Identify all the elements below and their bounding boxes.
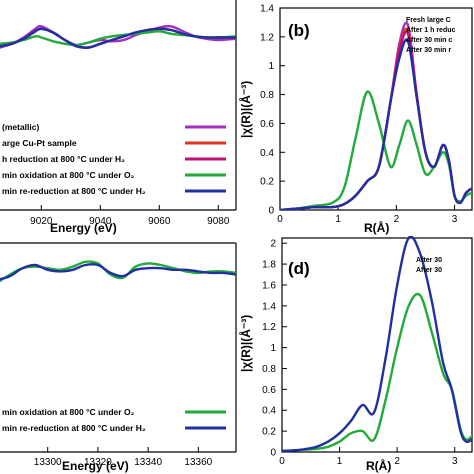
panel-a-series-line xyxy=(0,27,236,49)
panel-b-legend-label: After 30 min c xyxy=(406,37,452,44)
panel-b-y-tick-label: 0.4 xyxy=(260,148,274,159)
panel-d: 0 1 2 3 0 0.2 0.4 0.6 0.8 1 1.2 1.4 1.6 1.8 2 After 30… xyxy=(238,236,473,473)
panel-d-label: (d) xyxy=(288,259,310,278)
panel-b-y-tick-label: 0.2 xyxy=(260,177,274,188)
panel-d-x-tick-label: 2 xyxy=(394,456,400,467)
panel-b-x-tick-label: 0 xyxy=(277,214,283,225)
panel-d-x-tick-label: 0 xyxy=(279,456,285,467)
panel-a-legend-label: min oxidation at 800 °C under O₂ xyxy=(2,170,135,180)
panel-c-series-line xyxy=(0,260,236,283)
panel-a-legend-label: (metallic) xyxy=(2,122,39,132)
panel-b-legend-label: Fresh large C xyxy=(406,17,451,24)
panel-a-x-tick-label: 9020 xyxy=(30,216,53,227)
panel-c-legend-label: min re-reduction at 800 °C under H₂ xyxy=(2,423,146,433)
panel-c: 13300 13320 13340 13360 min oxidation at 80… xyxy=(0,242,237,473)
panel-b-legend-label: After 1 h reduc xyxy=(406,27,456,34)
panel-b-series-line xyxy=(280,38,472,210)
panel-b-series-line xyxy=(280,90,472,210)
panel-d-x-label: R(Å) xyxy=(366,458,391,473)
panel-a-x-tick-label: 9060 xyxy=(148,216,171,227)
panel-b-x-tick-label: 3 xyxy=(452,214,458,225)
panel-a-legend-label: arge Cu-Pt sample xyxy=(2,138,77,148)
panel-b-x-tick-label: 2 xyxy=(394,214,400,225)
panel-a-x-tick-label: 9040 xyxy=(89,216,112,227)
panel-c-series-line xyxy=(0,263,236,281)
panel-b-x-tick-label: 1 xyxy=(335,214,341,225)
panel-d-y-tick-label: 0.2 xyxy=(262,427,276,438)
panel-d-y-tick-label: 1.8 xyxy=(262,260,276,271)
panel-b-y-tick-label: 1.4 xyxy=(260,4,274,15)
panel-d-y-tick-label: 1.6 xyxy=(262,280,276,291)
panel-d-y-tick-label: 0.8 xyxy=(262,364,276,375)
panel-d-frame xyxy=(281,237,473,453)
panel-b-frame xyxy=(279,7,473,211)
panel-b-y-tick-label: 0.8 xyxy=(260,90,274,101)
panel-b-y-tick-label: 1 xyxy=(268,61,274,72)
panel-b-y-tick-label: 1.2 xyxy=(260,32,274,43)
panel-b: 0 1 2 3 0 0.2 0.4 0.6 0.8 1 1.2 1.4 Fresh large C Af… xyxy=(238,4,473,235)
panel-d-y-tick-label: 0.4 xyxy=(262,406,276,417)
panel-d-series-line xyxy=(282,236,472,452)
panel-b-label: (b) xyxy=(288,21,310,40)
panel-c-x-tick-label: 13300 xyxy=(34,457,62,468)
panel-a-legend-label: min re-reduction at 800 °C under H₂ xyxy=(2,186,146,196)
panel-d-y-tick-label: 1.4 xyxy=(262,301,276,312)
panel-d-y-tick-label: 0 xyxy=(270,448,276,459)
panel-c-legend-label: min oxidation at 800 °C under O₂ xyxy=(2,407,135,417)
panel-d-series-line xyxy=(282,292,472,452)
panel-d-x-tick-label: 1 xyxy=(337,456,343,467)
panel-d-y-tick-label: 2 xyxy=(270,239,276,250)
panel-d-y-tick-label: 1 xyxy=(270,343,276,354)
panel-c-x-tick-label: 13340 xyxy=(134,457,162,468)
panel-b-y-label: |χ(R)|(Å⁻³) xyxy=(238,81,253,138)
panel-d-legend-label: After 30 xyxy=(416,267,442,274)
panel-d-y-tick-label: 1.2 xyxy=(262,322,276,333)
panel-c-x-tick-label: 13360 xyxy=(184,457,212,468)
panel-d-legend-label: After 30 xyxy=(416,257,442,264)
panel-b-y-tick-label: 0.6 xyxy=(260,119,274,130)
panel-a-x-tick-label: 9080 xyxy=(207,216,230,227)
panel-b-y-tick-label: 0 xyxy=(268,206,274,217)
panel-b-legend-label: After 30 min r xyxy=(406,47,451,54)
panel-b-series-line xyxy=(280,30,472,210)
panel-c-x-label: Energy (eV) xyxy=(62,459,129,473)
panel-d-x-tick-label: 3 xyxy=(452,456,458,467)
panel-d-y-tick-label: 0.6 xyxy=(262,385,276,396)
panel-c-x-tick-label: 13320 xyxy=(84,457,112,468)
panel-b-series-line xyxy=(280,27,472,210)
panel-a-legend-label: h reduction at 800 °C under H₂ xyxy=(2,154,125,164)
panel-a-x-label: Energy (eV) xyxy=(50,221,117,235)
panel-d-y-label: |χ(R)|(Å⁻³) xyxy=(238,315,253,372)
panel-a: 9020 9040 9060 9080 (metallic) arge Cu-Pt sa… xyxy=(0,0,237,235)
panel-b-x-label: R(Å) xyxy=(364,220,389,235)
